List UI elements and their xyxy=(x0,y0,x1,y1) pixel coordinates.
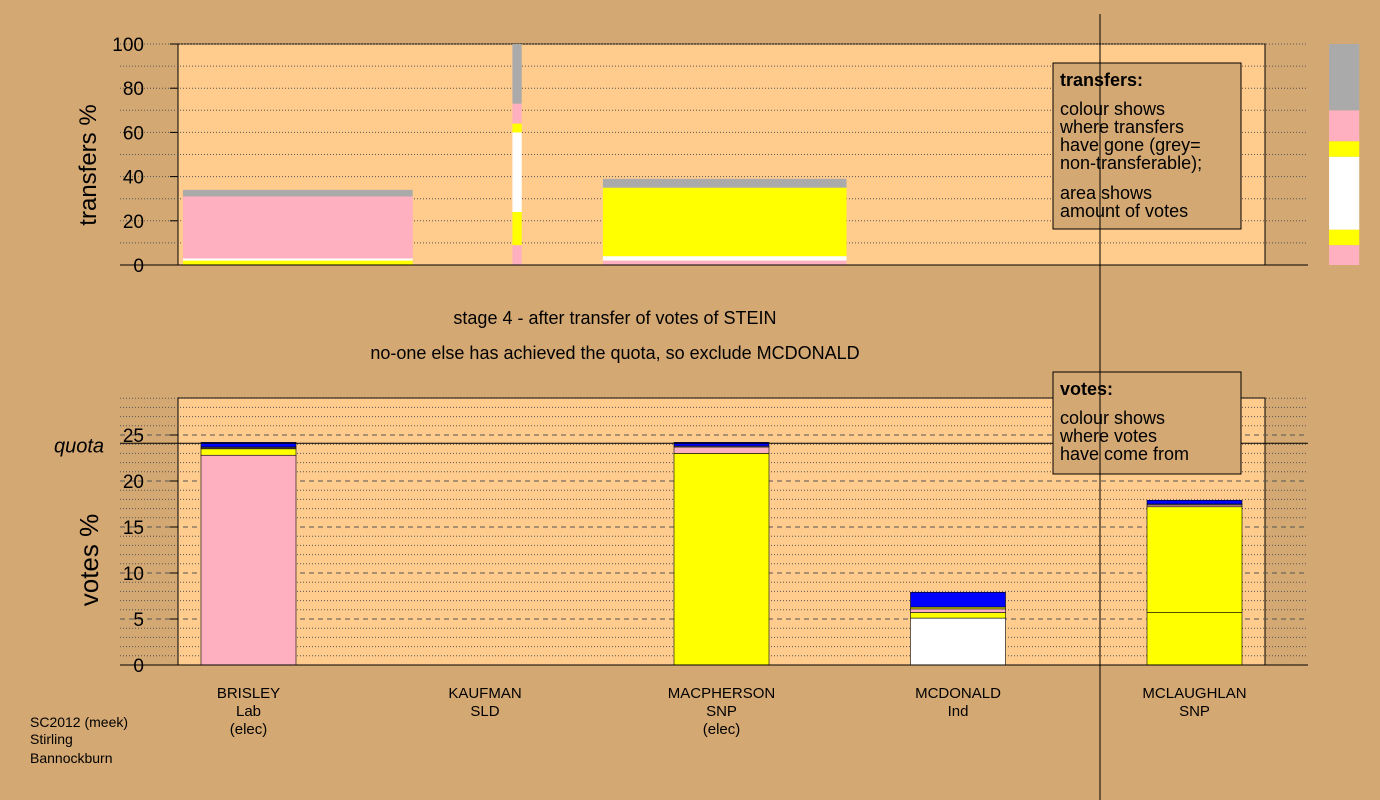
votes-y-label: votes % xyxy=(74,514,104,607)
category-label: MCLAUGHLAN xyxy=(1142,685,1246,702)
vote-segment xyxy=(673,453,770,666)
transfer-segment xyxy=(602,260,847,265)
transfers-legend-box xyxy=(1052,62,1242,230)
quota-label: quota xyxy=(54,435,104,457)
category-label: Ind xyxy=(948,703,969,720)
transfer-segment xyxy=(183,196,413,259)
transfer-segment xyxy=(1329,229,1360,246)
transfer-segment xyxy=(1329,245,1360,265)
vote-segment xyxy=(1146,612,1243,666)
votes-legend-line: where votes xyxy=(1059,426,1157,446)
y-tick-label: 0 xyxy=(133,656,144,677)
votes-legend-box xyxy=(1052,371,1242,475)
transfer-segment xyxy=(512,132,522,212)
votes-category-labels: BRISLEYLab(elec)KAUFMANSLDMACPHERSONSNP(… xyxy=(217,685,1247,738)
vote-segment xyxy=(200,454,297,666)
vote-segment xyxy=(200,448,297,456)
votes-y-ticks: 0 5 10 15 20 25 xyxy=(123,426,178,677)
category-label: (elec) xyxy=(230,721,268,738)
transfer-segment xyxy=(602,187,847,257)
votes-legend-title: votes: xyxy=(1060,379,1113,399)
transfers-legend-title: transfers: xyxy=(1060,70,1143,90)
y-tick-label: 10 xyxy=(123,564,144,585)
y-tick-label: 15 xyxy=(123,518,144,539)
y-tick-label: 25 xyxy=(123,426,144,447)
transfers-legend-line: non-transferable); xyxy=(1060,153,1202,173)
vote-segment xyxy=(200,442,297,448)
category-label: (elec) xyxy=(703,721,741,738)
category-label: MACPHERSON xyxy=(668,685,776,702)
transfer-segment xyxy=(183,260,413,265)
transfer-segment xyxy=(512,123,522,133)
transfer-segment xyxy=(512,44,522,104)
transfers-y-label: transfers % xyxy=(75,104,102,225)
footer-election: SC2012 (meek) xyxy=(30,714,128,730)
y-tick-label: 20 xyxy=(123,212,144,233)
y-tick-label: 0 xyxy=(133,256,144,277)
category-label: SNP xyxy=(1179,703,1210,720)
transfers-y-ticks: 0 20 40 60 80 100 xyxy=(112,35,1308,277)
transfer-segment xyxy=(183,189,413,197)
vote-segment xyxy=(1146,506,1243,613)
transfer-segment xyxy=(1329,156,1360,230)
transfers-legend-line: area shows xyxy=(1060,183,1152,203)
vote-segment xyxy=(910,592,1006,608)
y-tick-label: 40 xyxy=(123,168,144,189)
transfers-legend-line: have gone (grey= xyxy=(1060,135,1201,155)
category-label: KAUFMAN xyxy=(448,685,521,702)
transfers-legend-line: where transfers xyxy=(1059,117,1184,137)
vote-segment xyxy=(910,612,1006,619)
transfer-segment xyxy=(183,258,413,261)
transfer-segment xyxy=(512,245,522,265)
votes-bars xyxy=(200,442,1243,666)
category-label: SLD xyxy=(470,703,499,720)
category-label: MCDONALD xyxy=(915,685,1001,702)
y-tick-label: 80 xyxy=(123,79,144,100)
transfer-segment xyxy=(1329,110,1360,142)
stage-description: stage 4 - after transfer of votes of STE… xyxy=(453,308,776,328)
exclusion-note: no-one else has achieved the quota, so e… xyxy=(370,343,859,363)
transfers-legend: transfers: colour shows where transfers … xyxy=(1052,62,1242,230)
footer-council: Stirling xyxy=(30,731,73,747)
category-label: Lab xyxy=(236,703,261,720)
transfer-segment xyxy=(1329,44,1360,111)
vote-segment xyxy=(673,446,770,454)
footer-ward: Bannockburn xyxy=(30,750,113,766)
transfer-segment xyxy=(602,256,847,261)
transfers-legend-line: colour shows xyxy=(1060,99,1165,119)
votes-legend: votes: colour shows where votes have com… xyxy=(1052,371,1242,475)
vote-segment xyxy=(673,442,770,447)
vote-segment xyxy=(910,608,1006,613)
transfer-segment xyxy=(512,103,522,124)
category-label: SNP xyxy=(706,703,737,720)
transfer-segment xyxy=(1329,141,1360,157)
transfers-legend-line: amount of votes xyxy=(1060,201,1188,221)
votes-legend-line: have come from xyxy=(1060,444,1189,464)
y-tick-label: 5 xyxy=(133,610,144,631)
transfers-bars xyxy=(183,44,1360,265)
transfer-segment xyxy=(512,211,522,246)
vote-segment xyxy=(1146,500,1243,505)
category-label: BRISLEY xyxy=(217,685,280,702)
y-tick-label: 100 xyxy=(112,35,144,56)
y-tick-label: 60 xyxy=(123,123,144,144)
votes-legend-line: colour shows xyxy=(1060,408,1165,428)
transfer-segment xyxy=(602,178,847,188)
y-tick-label: 20 xyxy=(123,472,144,493)
vote-segment xyxy=(910,617,1006,666)
